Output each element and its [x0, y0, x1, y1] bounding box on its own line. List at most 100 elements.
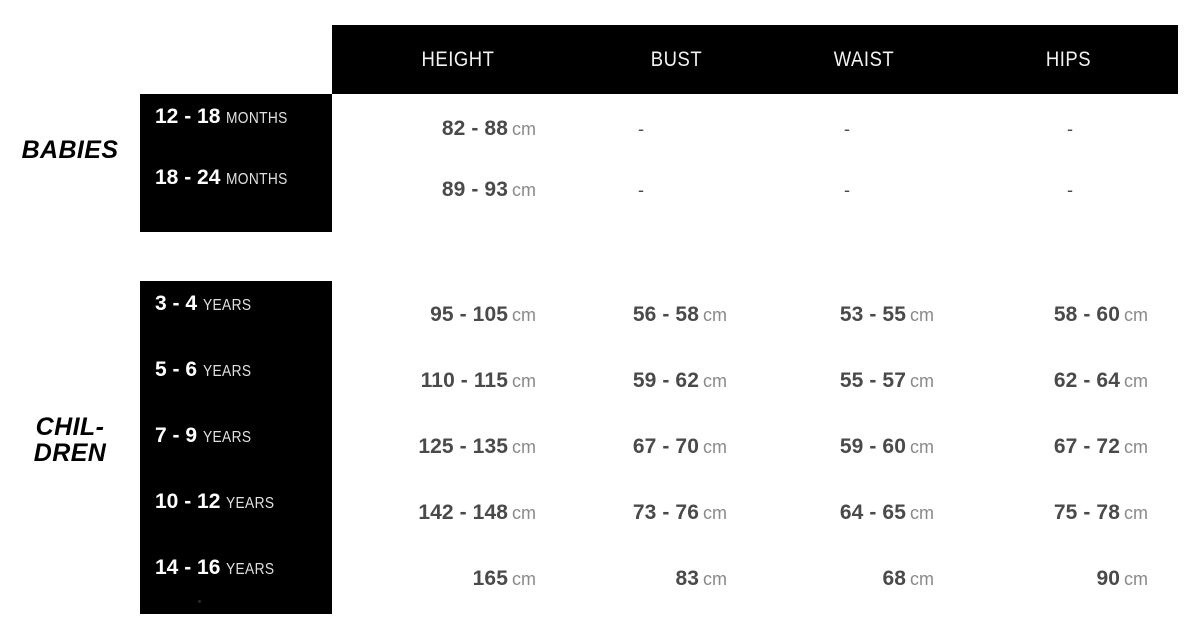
- table-cell-hips: 58 - 60 cm: [988, 301, 1148, 329]
- cell-value: 73 - 76: [632, 501, 699, 524]
- cell-value: 125 - 135: [418, 435, 508, 458]
- cell-unit: cm: [512, 503, 536, 523]
- cell-unit: cm: [1124, 437, 1148, 457]
- table-cell-hips: -: [1005, 176, 1135, 204]
- header-band: [332, 25, 1178, 94]
- cell-unit: cm: [512, 437, 536, 457]
- age-label: 3 - 4 YEARS: [155, 291, 259, 317]
- table-cell-bust: 56 - 58 cm: [567, 301, 727, 329]
- cell-unit: cm: [703, 503, 727, 523]
- age-label: 14 - 16 YEARS: [155, 555, 283, 581]
- cell-unit: cm: [910, 503, 934, 523]
- cell-value: 90: [1096, 567, 1120, 590]
- table-cell-waist: 59 - 60 cm: [774, 433, 934, 461]
- age-label: 12 - 18 MONTHS: [155, 104, 298, 130]
- cell-value: 59 - 60: [839, 435, 906, 458]
- table-cell-waist: -: [782, 115, 912, 143]
- column-header-hips: HIPS: [1045, 48, 1092, 71]
- cell-value: 56 - 58: [632, 303, 699, 326]
- cell-unit: cm: [512, 371, 536, 391]
- cell-value: 142 - 148: [418, 501, 508, 524]
- cell-unit: cm: [512, 119, 536, 139]
- cell-unit: cm: [1124, 503, 1148, 523]
- cell-value: 67 - 72: [1053, 435, 1120, 458]
- cell-value: 110 - 115: [420, 369, 508, 392]
- table-cell-bust: 59 - 62 cm: [567, 367, 727, 395]
- age-unit: YEARS: [203, 297, 252, 314]
- age-range: 10 - 12: [155, 490, 221, 513]
- table-cell-bust: -: [576, 176, 706, 204]
- age-label: 10 - 12 YEARS: [155, 489, 283, 515]
- cell-value: 165: [472, 567, 508, 590]
- cell-value: -: [1067, 119, 1073, 139]
- table-cell-height: 165 cm: [336, 565, 536, 593]
- table-cell-waist: 55 - 57 cm: [774, 367, 934, 395]
- cell-value: -: [638, 180, 644, 200]
- table-cell-hips: 90 cm: [988, 565, 1148, 593]
- age-range: 12 - 18: [155, 105, 221, 128]
- cell-value: 67 - 70: [632, 435, 699, 458]
- group-label-children: CHIL- DREN: [33, 413, 107, 467]
- age-label: 7 - 9 YEARS: [155, 423, 259, 449]
- table-cell-height: 142 - 148 cm: [336, 499, 536, 527]
- cell-unit: cm: [703, 569, 727, 589]
- column-header-bust: BUST: [650, 48, 703, 71]
- table-cell-height: 95 - 105 cm: [336, 301, 536, 329]
- age-range: 5 - 6: [155, 358, 198, 381]
- cell-unit: cm: [910, 371, 934, 391]
- age-unit: MONTHS: [226, 171, 289, 188]
- cell-value: 64 - 65: [839, 501, 906, 524]
- table-cell-height: 89 - 93 cm: [336, 176, 536, 204]
- image-artifact-speck: [198, 600, 201, 603]
- table-cell-hips: -: [1005, 115, 1135, 143]
- cell-unit: cm: [1124, 305, 1148, 325]
- table-cell-hips: 67 - 72 cm: [988, 433, 1148, 461]
- cell-unit: cm: [703, 371, 727, 391]
- babies-age-band: [140, 94, 332, 232]
- cell-value: -: [638, 119, 644, 139]
- column-header-waist: WAIST: [833, 48, 895, 71]
- cell-value: -: [1067, 180, 1073, 200]
- age-range: 3 - 4: [155, 292, 198, 315]
- cell-unit: cm: [703, 437, 727, 457]
- age-label: 5 - 6 YEARS: [155, 357, 259, 383]
- age-unit: YEARS: [203, 363, 252, 380]
- cell-unit: cm: [910, 569, 934, 589]
- table-cell-hips: 62 - 64 cm: [988, 367, 1148, 395]
- cell-value: 83: [675, 567, 699, 590]
- table-cell-waist: 68 cm: [774, 565, 934, 593]
- cell-unit: cm: [910, 305, 934, 325]
- cell-value: 89 - 93: [441, 178, 508, 201]
- cell-unit: cm: [1124, 371, 1148, 391]
- table-cell-waist: 64 - 65 cm: [774, 499, 934, 527]
- cell-value: 58 - 60: [1053, 303, 1120, 326]
- table-cell-waist: -: [782, 176, 912, 204]
- column-header-height: HEIGHT: [421, 48, 495, 71]
- age-unit: YEARS: [226, 495, 275, 512]
- table-cell-bust: 73 - 76 cm: [567, 499, 727, 527]
- age-label: 18 - 24 MONTHS: [155, 165, 298, 191]
- cell-unit: cm: [512, 569, 536, 589]
- table-cell-height: 82 - 88 cm: [336, 115, 536, 143]
- cell-value: 75 - 78: [1053, 501, 1120, 524]
- cell-value: -: [844, 180, 850, 200]
- table-cell-height: 125 - 135 cm: [336, 433, 536, 461]
- cell-unit: cm: [512, 305, 536, 325]
- age-unit: MONTHS: [226, 110, 289, 127]
- table-cell-bust: 67 - 70 cm: [567, 433, 727, 461]
- age-unit: YEARS: [226, 561, 275, 578]
- group-label-babies: BABIES: [21, 136, 119, 164]
- table-cell-bust: 83 cm: [567, 565, 727, 593]
- table-cell-bust: -: [576, 115, 706, 143]
- cell-value: 68: [882, 567, 906, 590]
- cell-value: 59 - 62: [632, 369, 699, 392]
- table-cell-hips: 75 - 78 cm: [988, 499, 1148, 527]
- cell-unit: cm: [1124, 569, 1148, 589]
- table-cell-height: 110 - 115 cm: [336, 367, 536, 395]
- cell-value: 62 - 64: [1053, 369, 1120, 392]
- table-cell-waist: 53 - 55 cm: [774, 301, 934, 329]
- age-range: 7 - 9: [155, 424, 198, 447]
- age-range: 14 - 16: [155, 556, 221, 579]
- cell-value: 53 - 55: [839, 303, 906, 326]
- age-range: 18 - 24: [155, 166, 221, 189]
